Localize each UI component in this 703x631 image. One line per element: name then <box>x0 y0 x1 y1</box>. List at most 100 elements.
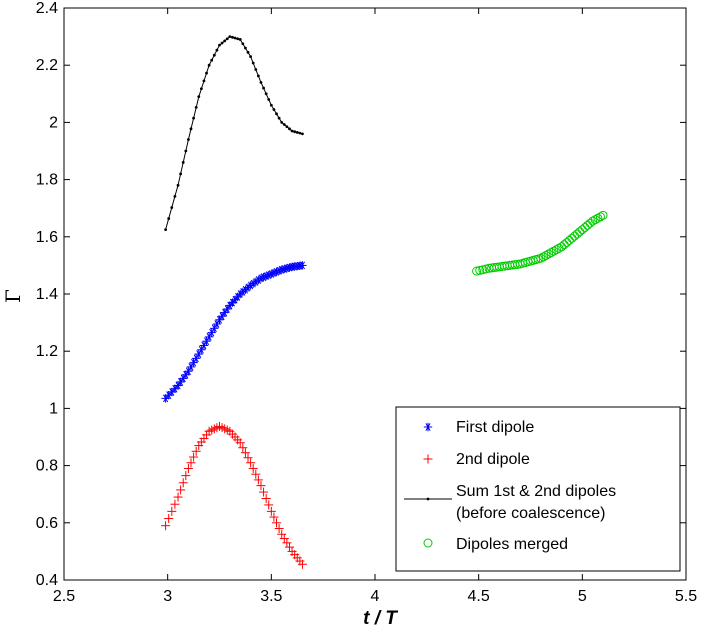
data-point <box>251 61 255 65</box>
data-point <box>173 492 183 502</box>
data-point <box>298 261 307 270</box>
data-point <box>567 233 577 243</box>
data-point <box>189 452 199 462</box>
plot-series <box>161 35 608 569</box>
data-point <box>173 195 177 198</box>
y-tick-label: 2.2 <box>36 57 58 74</box>
data-point <box>187 138 190 141</box>
x-tick-label: 5.5 <box>675 588 697 605</box>
y-tick-label: 1.2 <box>36 343 58 360</box>
data-point <box>564 235 574 245</box>
data-point <box>478 265 488 275</box>
data-point <box>225 37 229 41</box>
data-point <box>202 79 206 83</box>
data-point <box>233 36 237 40</box>
data-point <box>215 421 224 431</box>
data-point <box>538 252 548 262</box>
data-point <box>248 463 258 473</box>
data-point <box>285 125 289 129</box>
data-point <box>212 319 222 329</box>
data-point <box>272 108 276 111</box>
data-point <box>577 225 587 235</box>
y-tick-label: 0.4 <box>36 572 58 589</box>
x-tick-label: 2.5 <box>53 588 75 605</box>
legend-label-sum-dipoles-line2: (before coalescence) <box>456 505 605 522</box>
data-point <box>161 521 171 531</box>
y-tick-label: 1.4 <box>36 286 58 303</box>
legend: First dipole 2nd dipole Sum 1st & 2nd di… <box>395 406 681 572</box>
data-point <box>170 206 174 209</box>
data-point <box>167 217 171 220</box>
data-point <box>246 50 250 54</box>
data-point <box>220 41 224 45</box>
data-point <box>269 268 279 278</box>
x-tick-label: 5 <box>578 588 587 605</box>
data-point <box>261 493 271 503</box>
data-point <box>176 183 180 187</box>
data-point <box>183 463 193 473</box>
legend-marker-dipoles-merged <box>423 538 433 548</box>
data-point <box>549 246 559 256</box>
x-tick-label: 4.5 <box>468 588 490 605</box>
data-point <box>218 43 221 47</box>
data-point <box>215 48 219 52</box>
data-point <box>280 121 284 124</box>
data-point <box>595 212 605 222</box>
data-point <box>536 253 546 263</box>
axis-ticks: 2.5 3 3.5 4 4.5 5 5.5 0.4 0.6 0.8 1 1.2 1.4 1.6 1.8 2 2.… <box>36 0 697 605</box>
data-point <box>551 245 561 255</box>
data-point <box>275 112 278 116</box>
y-axis-label: Γ <box>1 289 25 303</box>
data-point <box>274 524 284 534</box>
data-point <box>259 487 269 497</box>
series-2 <box>164 35 304 232</box>
data-point <box>207 425 217 435</box>
y-tick-label: 1.6 <box>36 229 58 246</box>
data-point <box>222 425 232 435</box>
data-point <box>259 80 263 84</box>
y-tick-label: 0.8 <box>36 458 58 475</box>
data-point <box>475 265 485 275</box>
data-point <box>199 87 203 91</box>
legend-marker-sum-dot <box>426 497 430 501</box>
legend-label-dipoles-merged: Dipoles merged <box>456 536 568 553</box>
data-point <box>243 453 253 463</box>
data-point <box>575 227 585 237</box>
y-tick-label: 1.8 <box>36 172 58 189</box>
data-point <box>240 448 250 458</box>
legend-label-second-dipole: 2nd dipole <box>456 451 530 468</box>
data-point <box>238 38 242 41</box>
data-point <box>205 71 208 75</box>
data-point <box>170 384 180 393</box>
data-point <box>282 123 286 126</box>
x-axis-label: t / T <box>363 608 398 629</box>
data-point <box>295 131 299 134</box>
data-point <box>277 116 281 120</box>
series-3 <box>472 210 608 276</box>
data-point <box>277 529 287 539</box>
data-point <box>297 559 307 569</box>
y-tick-label: 2 <box>49 114 58 131</box>
x-tick-label: 3 <box>163 588 172 605</box>
data-point <box>170 499 180 509</box>
data-point <box>189 127 193 131</box>
data-point <box>598 210 608 220</box>
data-point <box>181 471 191 481</box>
data-point <box>254 68 258 71</box>
data-point <box>194 105 198 109</box>
data-point <box>217 423 227 433</box>
data-point <box>264 92 268 96</box>
series-line <box>165 36 303 230</box>
data-point <box>272 518 282 528</box>
legend-marker-first-dipole <box>423 422 433 432</box>
data-point <box>269 512 279 522</box>
data-point <box>228 35 232 38</box>
data-point <box>481 264 491 274</box>
data-point <box>570 231 580 241</box>
data-point <box>256 74 260 78</box>
data-point <box>223 39 227 43</box>
x-tick-label: 4 <box>371 588 380 605</box>
data-point <box>231 35 234 39</box>
data-point <box>472 266 482 276</box>
